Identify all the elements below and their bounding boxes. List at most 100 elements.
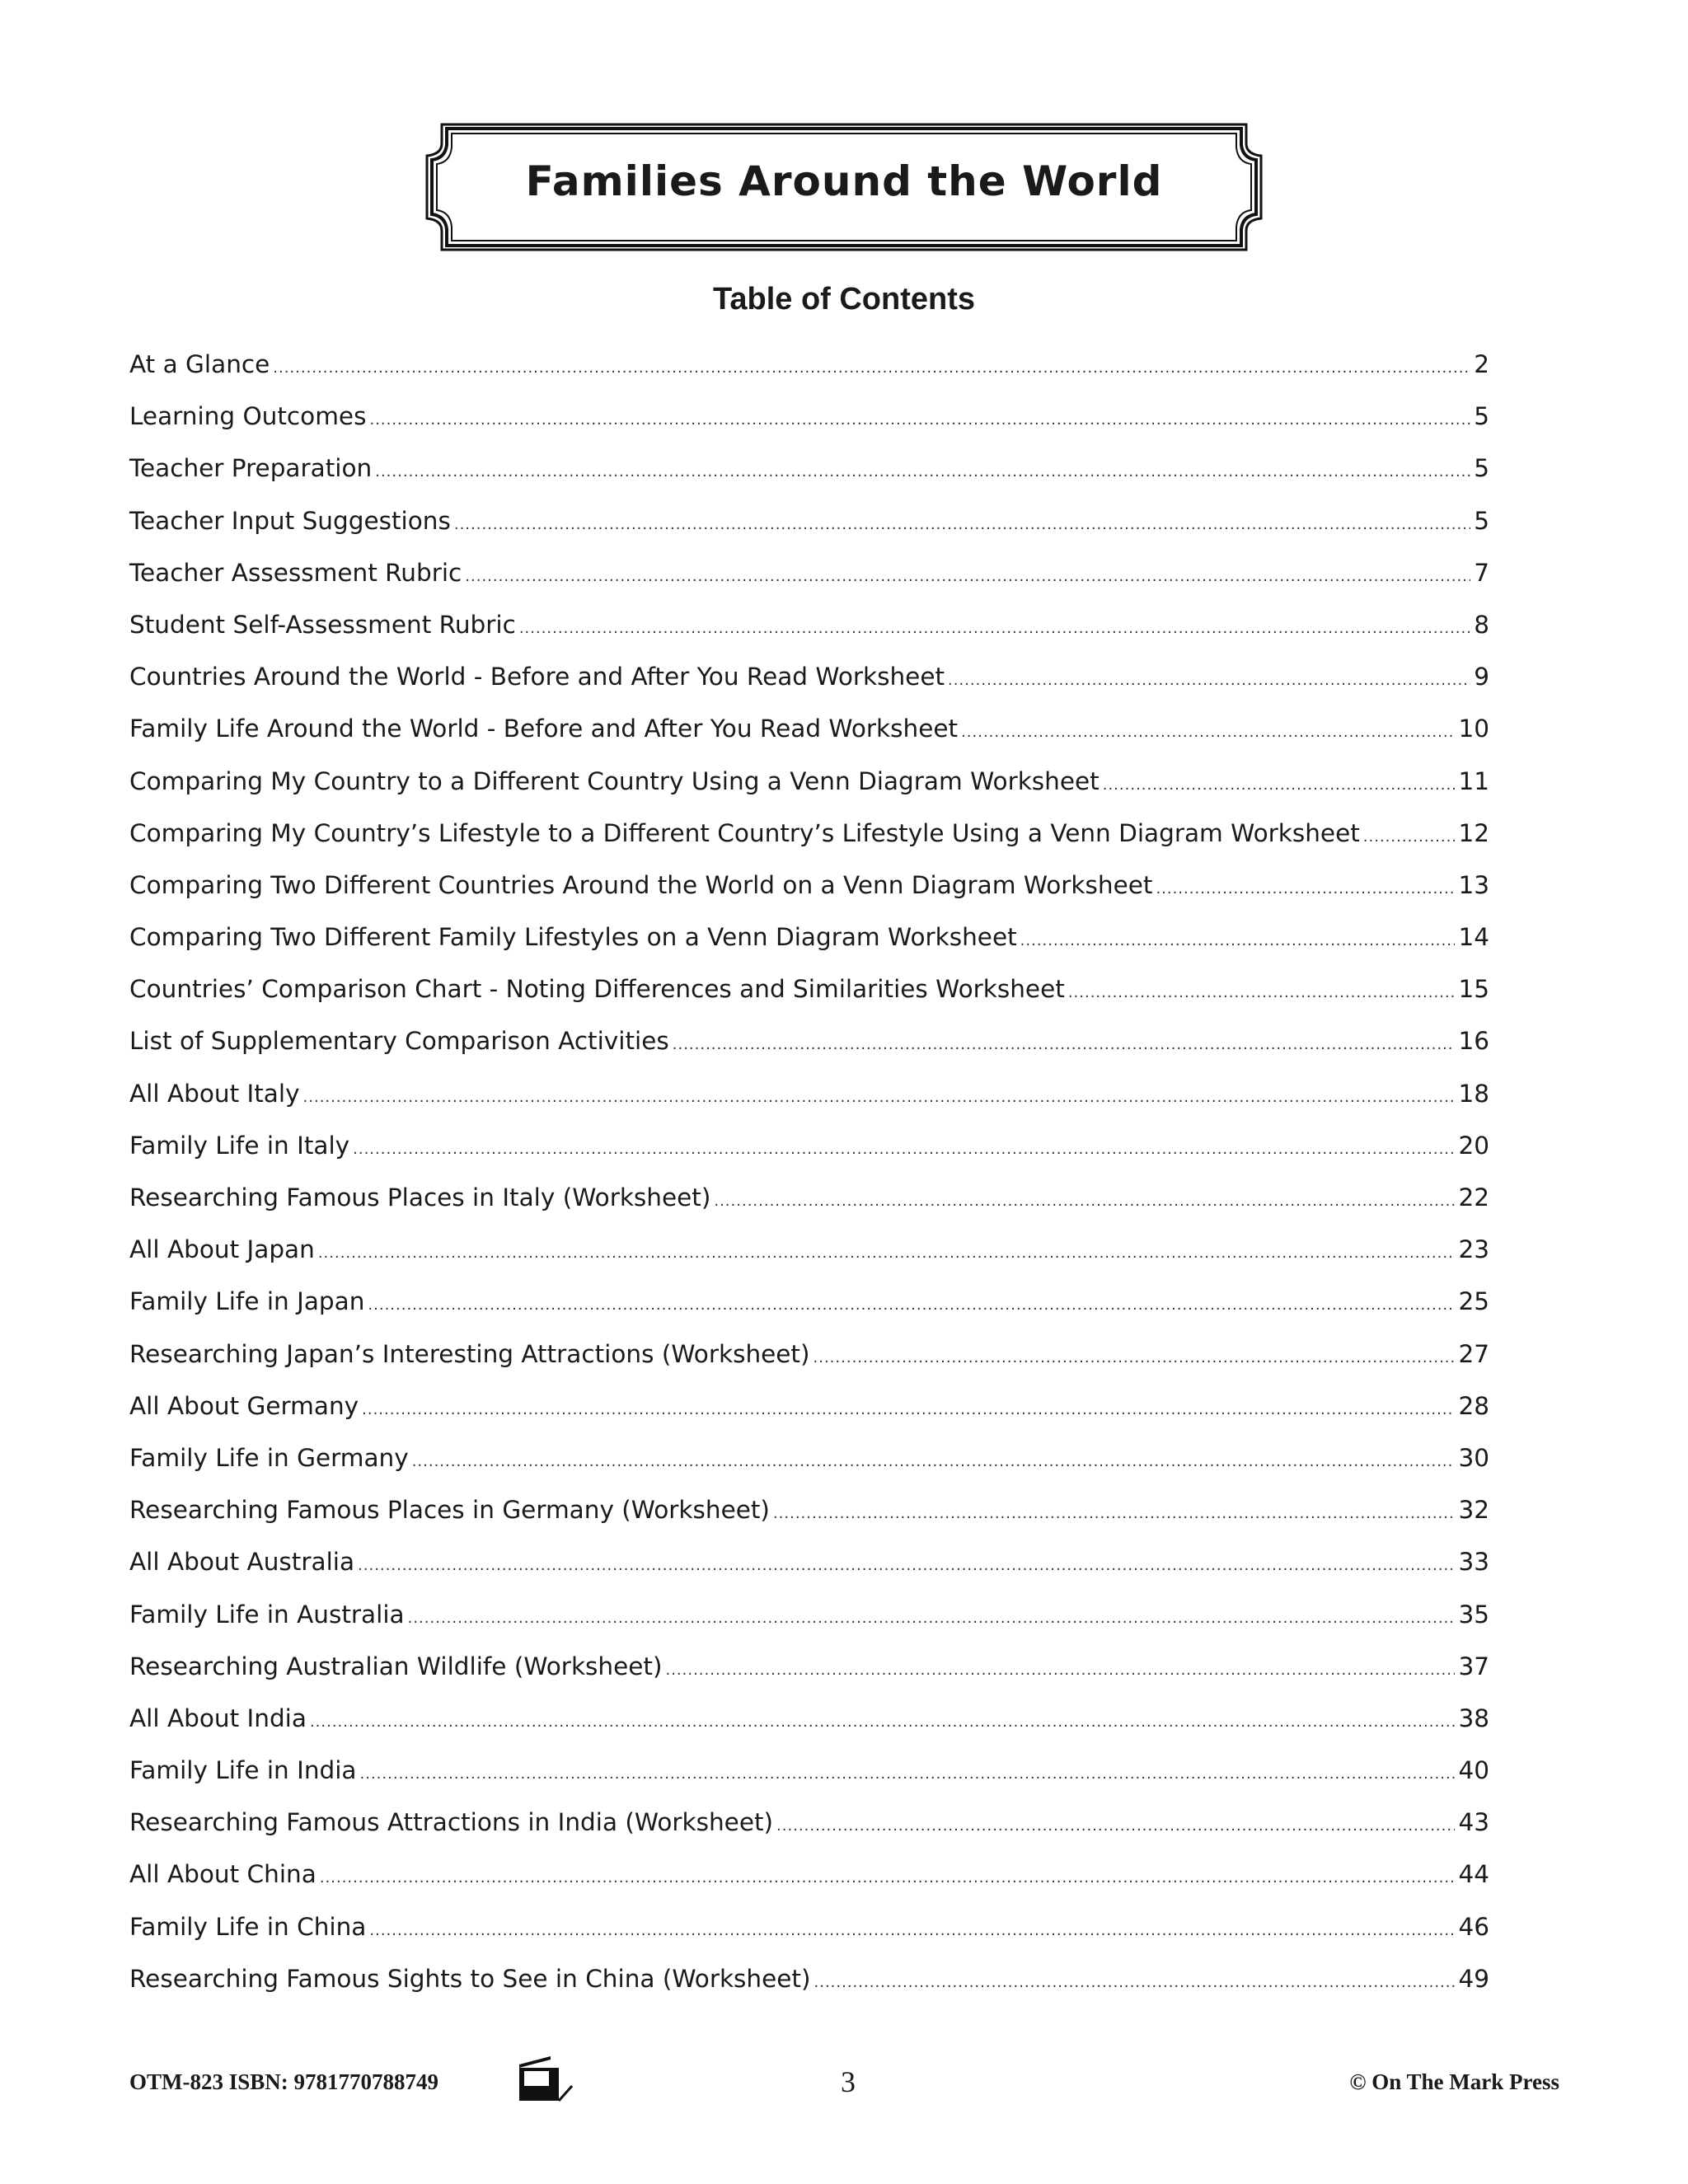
toc-entry-title: Learning Outcomes xyxy=(129,402,367,431)
dot-leader xyxy=(714,1193,1455,1210)
toc-entry-title: Researching Famous Attractions in India … xyxy=(129,1808,774,1837)
dot-leader xyxy=(673,1036,1456,1053)
dot-leader xyxy=(773,1505,1456,1522)
toc-entry-title: Family Life in Japan xyxy=(129,1287,365,1316)
toc-entry-page: 5 xyxy=(1474,402,1489,431)
toc-entry: Researching Famous Places in Germany (Wo… xyxy=(129,1496,1489,1548)
dot-leader xyxy=(408,1610,1456,1627)
dot-leader xyxy=(814,1349,1456,1366)
table-of-contents: At a Glance2Learning Outcomes5Teacher Pr… xyxy=(129,350,1489,2017)
toc-entry: Comparing Two Different Family Lifestyle… xyxy=(129,923,1489,975)
document-title: Families Around the World xyxy=(525,157,1163,205)
toc-entry-page: 38 xyxy=(1458,1704,1489,1732)
toc-entry-page: 5 xyxy=(1474,454,1489,483)
toc-entry: Comparing My Country to a Different Coun… xyxy=(129,767,1489,819)
toc-entry: Teacher Preparation 5 xyxy=(129,454,1489,506)
dot-leader xyxy=(320,1869,1456,1886)
toc-entry-page: 14 xyxy=(1458,923,1489,952)
toc-heading: Table of Contents xyxy=(712,282,976,316)
toc-entry-title: All About Japan xyxy=(129,1235,315,1264)
toc-entry-page: 40 xyxy=(1458,1756,1489,1785)
dot-leader xyxy=(1363,828,1456,846)
footer-copyright: © On The Mark Press xyxy=(1349,2069,1559,2094)
toc-entry: Researching Famous Sights to See in Chin… xyxy=(129,1965,1489,2017)
dot-leader xyxy=(814,1974,1456,1991)
toc-entry-title: Researching Famous Sights to See in Chin… xyxy=(129,1964,811,1993)
toc-entry-page: 12 xyxy=(1458,818,1489,847)
toc-entry: Family Life in India 40 xyxy=(129,1756,1489,1808)
toc-entry-title: Researching Famous Places in Italy (Work… xyxy=(129,1183,711,1212)
title-frame: Families Around the World xyxy=(425,123,1263,251)
dot-leader xyxy=(412,1453,1456,1470)
dot-leader xyxy=(1103,776,1456,794)
toc-entry-title: All About Australia xyxy=(129,1548,355,1577)
toc-entry-page: 20 xyxy=(1458,1131,1489,1160)
dot-leader xyxy=(358,1557,1455,1574)
toc-entry-page: 35 xyxy=(1458,1600,1489,1629)
dot-leader xyxy=(961,724,1455,741)
toc-entry: All About Australia 33 xyxy=(129,1548,1489,1600)
toc-entry-title: All About India xyxy=(129,1704,307,1732)
toc-entry: All About Germany 28 xyxy=(129,1392,1489,1444)
toc-entry-page: 27 xyxy=(1458,1339,1489,1368)
dot-leader xyxy=(362,1401,1455,1418)
toc-entry-title: Comparing Two Different Countries Around… xyxy=(129,870,1153,899)
toc-entry-page: 46 xyxy=(1458,1912,1489,1941)
toc-entry-page: 33 xyxy=(1458,1548,1489,1577)
dot-leader xyxy=(360,1765,1456,1783)
dot-leader xyxy=(465,568,1470,585)
toc-entry: Family Life Around the World - Before an… xyxy=(129,715,1489,766)
toc-entry-page: 7 xyxy=(1474,558,1489,587)
toc-entry-page: 13 xyxy=(1458,870,1489,899)
toc-entry-title: Family Life Around the World - Before an… xyxy=(129,715,959,743)
toc-entry: Teacher Input Suggestions 5 xyxy=(129,507,1489,559)
toc-entry: Family Life in Germany 30 xyxy=(129,1444,1489,1496)
dot-leader xyxy=(776,1817,1455,1835)
toc-entry: All About Japan 23 xyxy=(129,1235,1489,1287)
toc-entry: Comparing Two Different Countries Around… xyxy=(129,871,1489,923)
toc-entry: Comparing My Country’s Lifestyle to a Di… xyxy=(129,819,1489,871)
dot-leader xyxy=(369,411,1470,429)
toc-entry-title: Family Life in China xyxy=(129,1912,367,1941)
toc-entry-title: Countries’ Comparison Chart - Noting Dif… xyxy=(129,975,1065,1004)
toc-entry-page: 30 xyxy=(1458,1443,1489,1472)
toc-entry-page: 22 xyxy=(1458,1183,1489,1212)
dot-leader xyxy=(369,1922,1455,1939)
toc-entry-page: 28 xyxy=(1458,1391,1489,1420)
toc-entry-page: 44 xyxy=(1458,1860,1489,1889)
toc-entry-page: 37 xyxy=(1458,1652,1489,1680)
toc-entry-title: Family Life in Italy xyxy=(129,1131,350,1160)
toc-entry-title: Comparing Two Different Family Lifestyle… xyxy=(129,923,1017,952)
toc-entry: Countries’ Comparison Chart - Noting Dif… xyxy=(129,975,1489,1027)
photocopier-icon xyxy=(519,2056,574,2102)
toc-entry-title: Researching Japan’s Interesting Attracti… xyxy=(129,1339,810,1368)
toc-entry: Family Life in Japan 25 xyxy=(129,1287,1489,1339)
toc-entry-page: 10 xyxy=(1458,715,1489,743)
toc-entry-title: At a Glance xyxy=(129,350,270,378)
toc-entry-page: 32 xyxy=(1458,1496,1489,1525)
toc-entry: Researching Japan’s Interesting Attracti… xyxy=(129,1340,1489,1392)
footer-isbn: OTM-823 ISBN: 9781770788749 xyxy=(129,2069,439,2094)
toc-entry-title: Teacher Preparation xyxy=(129,454,373,483)
dot-leader xyxy=(1020,932,1456,949)
dot-leader xyxy=(368,1296,1455,1314)
toc-entry-page: 8 xyxy=(1474,610,1489,639)
dot-leader xyxy=(948,672,1470,689)
toc-entry-title: Teacher Input Suggestions xyxy=(129,506,451,535)
toc-entry-title: Researching Australian Wildlife (Workshe… xyxy=(129,1652,663,1680)
toc-entry-page: 9 xyxy=(1474,663,1489,691)
dot-leader xyxy=(353,1141,1455,1158)
toc-entry-page: 25 xyxy=(1458,1287,1489,1316)
toc-entry: At a Glance 2 xyxy=(129,350,1489,402)
toc-entry-title: Comparing My Country to a Different Coun… xyxy=(129,766,1100,795)
dot-leader xyxy=(1068,984,1456,1001)
dot-leader xyxy=(318,1244,1456,1262)
toc-entry-page: 49 xyxy=(1458,1964,1489,1993)
toc-entry-page: 16 xyxy=(1458,1027,1489,1056)
toc-entry-title: All About Germany xyxy=(129,1391,359,1420)
dot-leader xyxy=(375,463,1470,480)
toc-entry: Researching Famous Attractions in India … xyxy=(129,1808,1489,1860)
toc-entry: Teacher Assessment Rubric 7 xyxy=(129,559,1489,611)
toc-entry-page: 15 xyxy=(1458,975,1489,1004)
toc-entry-title: Teacher Assessment Rubric xyxy=(129,558,462,587)
